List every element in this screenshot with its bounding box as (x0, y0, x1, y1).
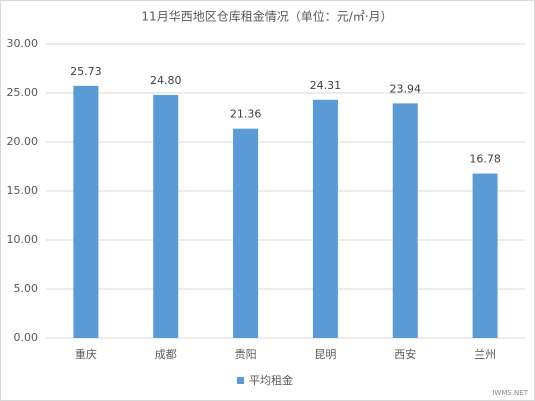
value-label: 21.36 (230, 108, 262, 121)
value-label: 16.78 (469, 153, 501, 166)
y-tick-label: 25.00 (7, 86, 39, 99)
legend-label: 平均租金 (249, 373, 293, 387)
x-tick-label: 贵阳 (235, 348, 257, 361)
value-label: 23.94 (390, 82, 422, 95)
legend-swatch (237, 377, 244, 384)
x-tick-label: 成都 (155, 348, 177, 361)
watermark: IWMS.NET (492, 389, 528, 397)
bar (472, 173, 498, 338)
bar (153, 94, 179, 339)
y-tick-label: 10.00 (7, 233, 39, 246)
chart-title: 11月华西地区仓库租金情况（单位：元/㎡·月） (141, 9, 392, 24)
y-tick-label: 5.00 (14, 282, 39, 295)
bar (73, 85, 99, 338)
y-tick-label: 15.00 (7, 184, 39, 197)
value-label: 24.80 (150, 74, 182, 87)
x-tick-label: 西安 (394, 347, 416, 361)
bar (392, 103, 418, 338)
y-tick-label: 20.00 (7, 135, 39, 148)
y-tick-label: 30.00 (7, 37, 39, 50)
x-tick-label: 昆明 (314, 348, 336, 361)
bar (312, 99, 338, 339)
bar (233, 128, 259, 338)
x-tick-label: 兰州 (474, 348, 496, 361)
value-label: 25.73 (70, 65, 102, 78)
y-tick-label: 0.00 (14, 331, 39, 344)
x-tick-label: 重庆 (75, 347, 97, 361)
value-label: 24.31 (310, 79, 342, 92)
